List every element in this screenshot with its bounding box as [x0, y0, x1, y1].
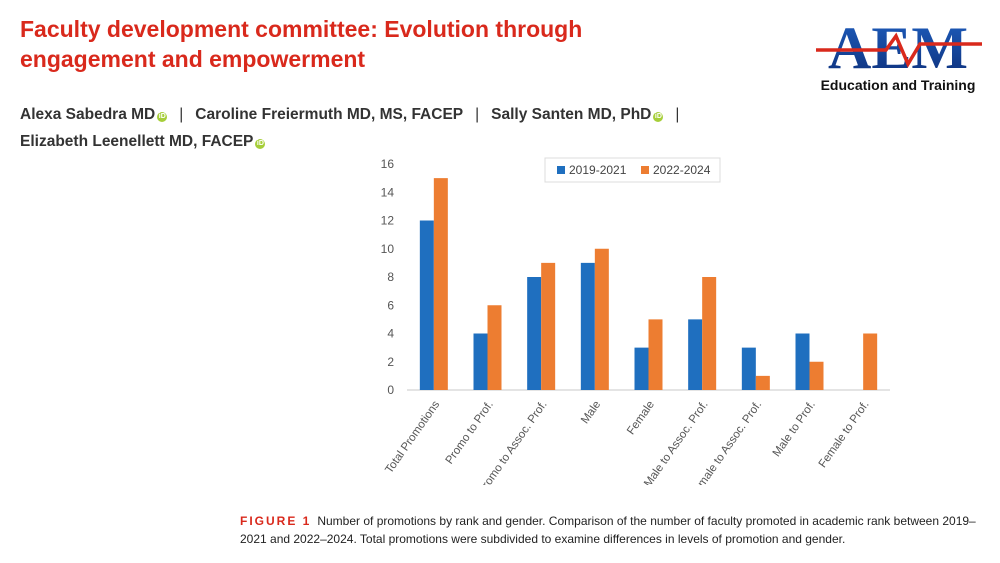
bar-series2: [594, 248, 609, 390]
logo-letters: AEM: [828, 15, 968, 76]
bar-series1: [688, 319, 703, 390]
y-tick-label: 6: [387, 298, 394, 312]
logo-pulse-line: [816, 32, 982, 68]
orcid-icon[interactable]: iD: [255, 139, 266, 149]
bar-series1: [419, 220, 434, 390]
y-tick-label: 8: [387, 270, 394, 284]
x-category-label: Total Promotions: [383, 399, 442, 476]
author-separator: |: [179, 106, 184, 123]
author-name: Elizabeth Leenellett MD, FACEP: [20, 133, 254, 150]
x-category-label: Male: [579, 399, 603, 426]
author-separator: |: [675, 106, 680, 123]
y-tick-label: 2: [387, 355, 394, 369]
y-tick-label: 10: [381, 242, 395, 256]
legend-label: 2019-2021: [569, 163, 627, 177]
y-tick-label: 12: [381, 214, 395, 228]
bar-series2: [541, 262, 556, 390]
bar-series1: [741, 347, 756, 390]
author-separator: |: [475, 106, 480, 123]
bar-series1: [634, 347, 649, 390]
legend-label: 2022-2024: [653, 163, 711, 177]
paper-title: Faculty development committee: Evolution…: [20, 14, 660, 74]
author-list: Alexa Sabedra MD iD | Caroline Freiermuth M…: [20, 101, 720, 155]
bar-series1: [580, 262, 595, 390]
x-category-label: Female to Prof.: [817, 399, 872, 470]
bar-series2: [702, 277, 717, 390]
x-category-label: Male to Prof.: [771, 399, 818, 459]
bar-series1: [527, 277, 542, 390]
legend-swatch: [557, 166, 565, 174]
bar-series2: [433, 178, 448, 390]
aem-logo-mark: AEM: [816, 15, 982, 81]
author-name: Alexa Sabedra MD: [20, 106, 156, 123]
x-category-label: Female: [625, 399, 657, 437]
bar-series2: [648, 319, 663, 390]
journal-logo: AEM Education and Training: [808, 14, 988, 98]
bar-series2: [863, 333, 878, 390]
bar-series2: [755, 375, 770, 390]
y-tick-label: 14: [381, 185, 395, 199]
author-line-1: Alexa Sabedra MD iD | Caroline Freiermuth M…: [20, 101, 720, 128]
y-tick-label: 0: [387, 383, 394, 397]
author-name: Sally Santen MD, PhD: [491, 106, 652, 123]
y-tick-label: 16: [381, 157, 395, 171]
orcid-icon[interactable]: iD: [157, 112, 168, 122]
title-line-2: engagement and empowerment: [20, 46, 366, 72]
bar-series2: [809, 361, 824, 390]
bar-series2: [487, 305, 502, 390]
bar-series1: [473, 333, 488, 390]
y-tick-label: 4: [387, 327, 394, 341]
legend-box: [544, 157, 721, 183]
figure-label: FIGURE 1: [240, 514, 312, 528]
promotions-bar-chart: 0 2 4 6 8 10 12 14 16 Total Promotions Promo to Pr…: [381, 157, 890, 485]
x-category-label: Promo to Prof.: [444, 399, 496, 467]
author-line-2: Elizabeth Leenellett MD, FACEP iD: [20, 128, 720, 155]
author-name: Caroline Freiermuth MD, MS, FACEP: [195, 106, 464, 123]
logo-subtitle: Education and Training: [820, 77, 976, 93]
caption-text: Number of promotions by rank and gender.…: [240, 514, 976, 546]
figure-caption: FIGURE 1 Number of promotions by rank and…: [240, 512, 980, 548]
orcid-icon[interactable]: iD: [653, 112, 664, 122]
title-line-1: Faculty development committee: Evolution…: [20, 16, 583, 42]
bar-series1: [795, 333, 810, 390]
legend-swatch: [641, 166, 649, 174]
